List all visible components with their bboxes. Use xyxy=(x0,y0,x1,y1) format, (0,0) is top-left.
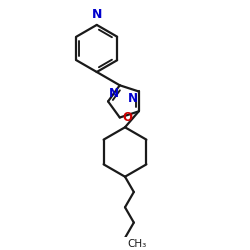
Text: N: N xyxy=(109,87,119,100)
Text: O: O xyxy=(122,111,132,124)
Text: CH₃: CH₃ xyxy=(127,239,146,249)
Text: N: N xyxy=(128,92,138,106)
Text: N: N xyxy=(92,8,102,22)
